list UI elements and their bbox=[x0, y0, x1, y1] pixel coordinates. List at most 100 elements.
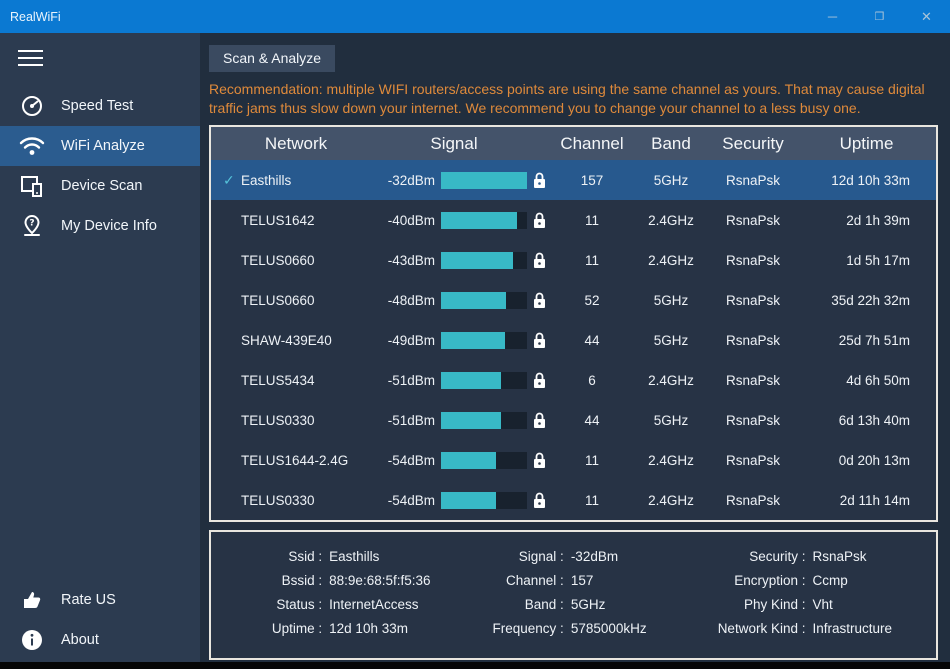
network-name: SHAW-439E40 bbox=[241, 332, 332, 348]
detail-value: Easthills bbox=[329, 549, 380, 565]
band-value: 5GHz bbox=[653, 332, 689, 348]
column-header-band: Band bbox=[651, 133, 691, 153]
sidebar-item-device-scan[interactable]: Device Scan bbox=[0, 166, 200, 206]
network-name: TELUS5434 bbox=[241, 372, 315, 388]
detail-label: Frequency : bbox=[492, 621, 564, 637]
band-value: 5GHz bbox=[653, 172, 689, 188]
recommendation-text: Recommendation: multiple WIFI routers/ac… bbox=[209, 81, 925, 117]
detail-value: 88:9e:68:5f:f5:36 bbox=[329, 573, 431, 589]
detail-row-band: Band : 5GHz bbox=[453, 593, 695, 617]
sidebar-item-label: About bbox=[61, 632, 99, 648]
table-header-row: Network Signal Channel Band Security Upt… bbox=[211, 127, 936, 161]
sidebar: Speed Test WiFi Analyze bbox=[0, 33, 200, 662]
table-row[interactable]: TELUS0330 -54dBm 11 2.4GHz RsnaPsk 2d 11… bbox=[211, 480, 936, 520]
band-value: 2.4GHz bbox=[648, 372, 694, 388]
channel-value: 11 bbox=[584, 492, 599, 508]
table-row[interactable]: SHAW-439E40 -49dBm 44 5GHz RsnaPsk 25d 7… bbox=[211, 320, 936, 360]
detail-label: Band : bbox=[524, 597, 564, 613]
map-pin-question-icon: ? bbox=[18, 214, 46, 238]
sidebar-item-speed-test[interactable]: Speed Test bbox=[0, 86, 200, 126]
security-value: RsnaPsk bbox=[725, 412, 781, 428]
signal-bar bbox=[435, 331, 527, 349]
window-controls: ─ ❒ ✕ bbox=[809, 0, 950, 33]
uptime-value: 2d 11h 14m bbox=[839, 492, 910, 508]
detail-row-uptime: Uptime : 12d 10h 33m bbox=[211, 617, 453, 641]
column-header-network: Network bbox=[264, 133, 328, 153]
table-row[interactable]: TELUS1642 -40dBm 11 2.4GHz RsnaPsk 2d 1h… bbox=[211, 200, 936, 240]
channel-value: 44 bbox=[584, 332, 600, 348]
sidebar-item-my-device-info[interactable]: ? My Device Info bbox=[0, 206, 200, 246]
uptime-value: 2d 1h 39m bbox=[846, 212, 910, 228]
signal-value: -54dBm bbox=[387, 452, 435, 468]
scan-analyze-button[interactable]: Scan & Analyze bbox=[209, 45, 336, 72]
network-name: TELUS0660 bbox=[241, 252, 315, 268]
uptime-value: 6d 13h 40m bbox=[838, 412, 910, 428]
uptime-value: 35d 22h 32m bbox=[831, 292, 910, 308]
detail-value: Vht bbox=[812, 597, 833, 613]
details-column-2: Signal : -32dBm Channel : 157 Band : 5GHz F… bbox=[453, 545, 695, 641]
signal-bar bbox=[435, 411, 527, 429]
security-value: RsnaPsk bbox=[725, 212, 781, 228]
sidebar-item-wifi-analyze[interactable]: WiFi Analyze bbox=[0, 126, 200, 166]
detail-label: Signal : bbox=[518, 549, 564, 565]
table-row[interactable]: TELUS5434 -51dBm 6 2.4GHz RsnaPsk 4d 6h … bbox=[211, 360, 936, 400]
detail-label: Encryption : bbox=[734, 573, 806, 589]
column-header-signal: Signal bbox=[430, 133, 478, 153]
lock-icon bbox=[527, 292, 551, 309]
band-value: 2.4GHz bbox=[648, 252, 694, 268]
table-row[interactable]: TELUS0660 -43dBm 11 2.4GHz RsnaPsk 1d 5h… bbox=[211, 240, 936, 280]
sidebar-item-rate-us[interactable]: Rate US bbox=[0, 580, 200, 620]
window-bottom-edge bbox=[0, 662, 950, 669]
detail-row-bssid: Bssid : 88:9e:68:5f:f5:36 bbox=[211, 569, 453, 593]
detail-row-phy-kind: Phy Kind : Vht bbox=[694, 593, 936, 617]
channel-value: 6 bbox=[588, 372, 596, 388]
detail-row-encryption: Encryption : Ccmp bbox=[694, 569, 936, 593]
table-row[interactable]: ✓ Easthills -32dBm 157 5GHz RsnaPsk 12d 1… bbox=[211, 160, 936, 201]
detail-value: InternetAccess bbox=[329, 597, 419, 613]
uptime-value: 4d 6h 50m bbox=[846, 372, 910, 388]
table-row[interactable]: TELUS0660 -48dBm 52 5GHz RsnaPsk 35d 22h… bbox=[211, 280, 936, 320]
security-value: RsnaPsk bbox=[725, 292, 781, 308]
security-value: RsnaPsk bbox=[725, 332, 781, 348]
signal-bar bbox=[435, 491, 527, 509]
table-row[interactable]: TELUS1644-2.4G -54dBm 11 2.4GHz RsnaPsk … bbox=[211, 440, 936, 480]
devices-icon bbox=[18, 174, 46, 198]
signal-bar bbox=[435, 211, 527, 229]
signal-bar bbox=[435, 291, 527, 309]
table-row[interactable]: TELUS0330 -51dBm 44 5GHz RsnaPsk 6d 13h … bbox=[211, 400, 936, 440]
lock-icon bbox=[527, 172, 551, 189]
column-header-channel: Channel bbox=[560, 133, 624, 153]
signal-bar bbox=[435, 451, 527, 469]
channel-value: 11 bbox=[584, 252, 599, 268]
detail-row-status: Status : InternetAccess bbox=[211, 593, 453, 617]
lock-icon bbox=[527, 492, 551, 509]
menu-icon[interactable] bbox=[0, 33, 60, 66]
signal-value: -32dBm bbox=[387, 172, 435, 188]
maximize-button[interactable]: ❒ bbox=[874, 11, 885, 23]
lock-icon bbox=[527, 252, 551, 269]
speedometer-icon bbox=[18, 94, 46, 118]
uptime-value: 25d 7h 51m bbox=[838, 332, 910, 348]
detail-label: Bssid : bbox=[281, 573, 323, 589]
column-header-security: Security bbox=[722, 133, 784, 153]
security-value: RsnaPsk bbox=[725, 172, 781, 188]
uptime-value: 1d 5h 17m bbox=[846, 252, 910, 268]
security-value: RsnaPsk bbox=[725, 492, 781, 508]
detail-row-security: Security : RsnaPsk bbox=[694, 545, 936, 569]
detail-value: 12d 10h 33m bbox=[329, 621, 408, 637]
info-icon bbox=[18, 628, 46, 652]
column-header-uptime: Uptime bbox=[839, 133, 894, 153]
sidebar-item-label: Speed Test bbox=[61, 98, 134, 114]
band-value: 5GHz bbox=[653, 412, 689, 428]
sidebar-item-about[interactable]: About bbox=[0, 620, 200, 660]
network-name: TELUS1642 bbox=[241, 212, 315, 228]
channel-value: 52 bbox=[584, 292, 600, 308]
sidebar-item-label: My Device Info bbox=[61, 218, 157, 234]
detail-label: Network Kind : bbox=[717, 621, 806, 637]
detail-value: 5785000kHz bbox=[570, 621, 647, 637]
signal-bar bbox=[435, 251, 527, 269]
close-button[interactable]: ✕ bbox=[921, 8, 932, 24]
minimize-button[interactable]: ─ bbox=[827, 9, 838, 24]
signal-bar bbox=[435, 371, 527, 389]
